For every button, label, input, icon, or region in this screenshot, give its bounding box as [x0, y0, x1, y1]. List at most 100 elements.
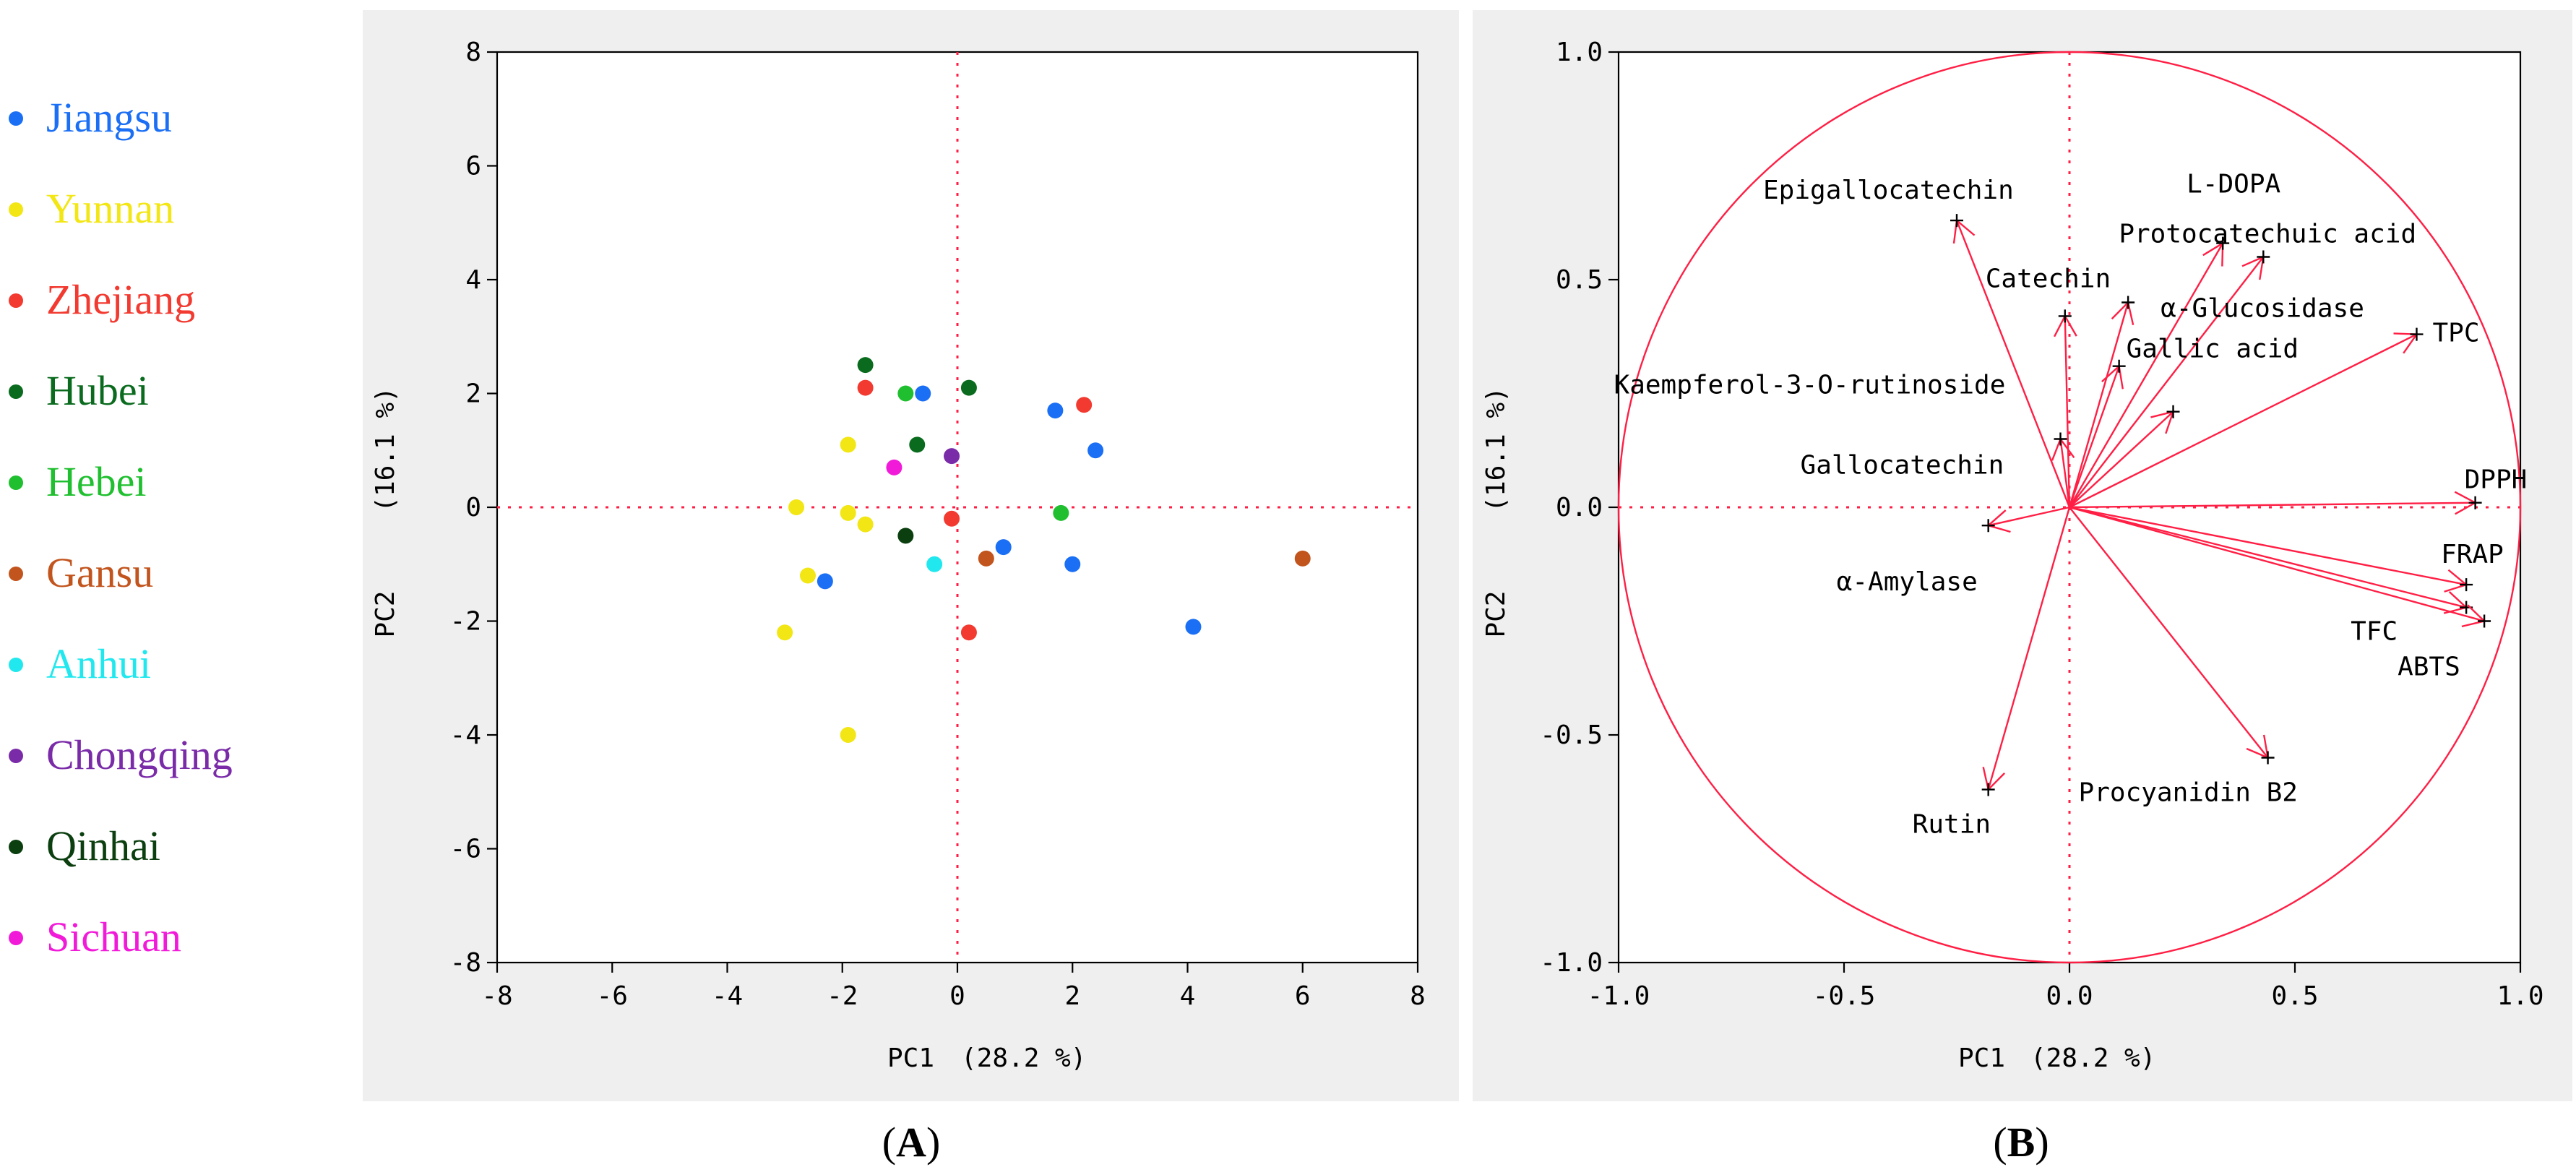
vector-marker-procyanidin-b2 [2261, 751, 2275, 765]
panel-a-x-tick-label: 8 [1410, 981, 1426, 1011]
vector-line-kaempferol-3-o-rutinoside [2069, 410, 2174, 508]
legend-marker-jiangsu [9, 111, 23, 126]
vector-marker-gallic-acid [2112, 359, 2126, 373]
legend-label-hubei: Hubei [46, 367, 149, 414]
panel-a-x-tick-label: -4 [712, 981, 743, 1011]
legend-item-hebei: Hebei [9, 458, 147, 505]
series-jiangsu [817, 385, 1202, 635]
panel-b-x-axis-label: PC1 [1958, 1043, 2005, 1073]
point-hubei [857, 357, 874, 374]
series-hubei [857, 357, 977, 453]
vector-epigallocatechin: Epigallocatechin [1763, 176, 2071, 508]
legend-label-chongqing: Chongqing [46, 731, 233, 778]
panel-b-letter: B [2007, 1119, 2036, 1166]
panel-a-points [777, 357, 1311, 743]
panel-a-letter: A [896, 1119, 926, 1166]
panel-a-y-tick-label: 8 [465, 38, 481, 67]
point-anhui [926, 556, 943, 572]
point-gansu [1294, 550, 1311, 567]
vector-label-protocatechuic-acid: Protocatechuic acid [2119, 220, 2416, 249]
panel-a-y-tick-label: 0 [465, 493, 481, 522]
panel-a-y-axis-ticks: 8 6 4 2 0 -2 -4 -6 -8 [450, 38, 497, 978]
panel-a-caption: (A) [882, 1119, 941, 1166]
legend-item-anhui: Anhui [9, 640, 151, 687]
legend-marker-yunnan [9, 202, 23, 217]
vector-line-catechin [2064, 316, 2071, 508]
panel-b-x-axis-ticks: -1.0 -0.5 0.0 0.5 1.0 [1588, 963, 2544, 1011]
panel-a-zero-lines [497, 52, 1418, 963]
point-zhejiang [857, 379, 874, 396]
panel-b-x-tick-label: -0.5 [1813, 981, 1876, 1011]
vector-line-abts [2069, 506, 2485, 622]
vector-line-frap [2069, 506, 2467, 586]
legend-label-sichuan: Sichuan [46, 913, 181, 960]
legend-label-zhejiang: Zhejiang [46, 276, 195, 323]
vector-marker-rutin [1981, 783, 1995, 796]
vector-line-l-dopa [2068, 242, 2224, 508]
point-jiangsu [1047, 403, 1064, 419]
vector-label-tfc: TFC [2351, 617, 2398, 647]
panel-a-y-tick-label: -8 [450, 948, 481, 978]
vector-marker-gallocatechin [2054, 432, 2067, 446]
point-jiangsu [915, 385, 931, 402]
point-hubei [960, 379, 977, 396]
point-hebei [1053, 504, 1069, 521]
point-jiangsu [1087, 442, 1104, 459]
series-anhui [926, 556, 943, 572]
series-zhejiang [857, 379, 1093, 641]
legend-marker-hubei [9, 384, 23, 399]
panel-a-x-tick-label: -2 [827, 981, 858, 1011]
legend: Jiangsu Yunnan Zhejiang Hubei Hebei Gansu Anhu… [9, 94, 233, 960]
panel-b-loading-plot: -1.0 -0.5 0.0 0.5 1.0 1.0 0.5 0.0 -0.5 -1.0 Epig… [1473, 10, 2572, 1101]
vector-label-amylase: α-Amylase [1837, 567, 1978, 597]
legend-item-jiangsu: Jiangsu [9, 94, 172, 141]
panel-a-x-tick-label: -6 [597, 981, 628, 1011]
vector-l-dopa: L-DOPA [2068, 170, 2281, 508]
point-gansu [978, 550, 994, 567]
legend-label-yunnan: Yunnan [46, 185, 174, 232]
legend-marker-anhui [9, 658, 23, 672]
vector-marker-protocatechuic-acid [2257, 250, 2270, 264]
vector-marker-amylase [1981, 519, 1995, 533]
vector-tfc: TFC [2069, 506, 2473, 647]
series-qinhai [897, 528, 914, 544]
panel-b-x-tick-label: 0.0 [2046, 981, 2093, 1011]
point-jiangsu [817, 573, 833, 590]
vector-label-kaempferol-3-o-rutinoside: Kaempferol-3-O-rutinoside [1614, 371, 2006, 400]
panel-b-correlation-circle-group [1617, 51, 2522, 964]
panel-a-x-tick-label: 2 [1064, 981, 1080, 1011]
panel-a-y-tick-label: 4 [465, 265, 481, 295]
vector-label-epigallocatechin: Epigallocatechin [1763, 176, 2014, 205]
correlation-circle [1617, 51, 2522, 964]
vector-line-dpph [2069, 502, 2476, 509]
series-yunnan [777, 436, 874, 743]
vector-kaempferol-3-o-rutinoside: Kaempferol-3-O-rutinoside [1614, 371, 2180, 508]
vector-label-dpph: DPPH [2465, 465, 2528, 495]
legend-marker-sichuan [9, 931, 23, 945]
panel-b-y-tick-label: 1.0 [1556, 38, 1603, 67]
legend-marker-zhejiang [9, 293, 23, 308]
point-yunnan [799, 567, 816, 584]
point-yunnan [840, 436, 856, 453]
panel-a-y-tick-label: 2 [465, 379, 481, 409]
panel-b-x-tick-label: 0.5 [2271, 981, 2318, 1011]
vector-dpph: DPPH [2069, 465, 2527, 515]
vector-line-protocatechuic-acid [2069, 256, 2265, 508]
legend-item-chongqing: Chongqing [9, 731, 233, 778]
vector-line-amylase [1988, 506, 2070, 527]
vector-tpc: TPC [2069, 319, 2480, 509]
panel-b-x-axis-percent: (28.2 %) [2030, 1043, 2155, 1073]
panel-b-y-tick-label: -1.0 [1540, 948, 1603, 978]
panel-b-caption: (B) [1993, 1119, 2049, 1166]
vector-line-procyanidin-b2 [2069, 507, 2269, 759]
vector-marker-dpph [2468, 496, 2482, 509]
vector-marker-glucosidase [2121, 296, 2135, 309]
legend-item-sichuan: Sichuan [9, 913, 181, 960]
vector-label-glucosidase: α-Glucosidase [2161, 294, 2364, 324]
panel-a-y-tick-label: -6 [450, 835, 481, 864]
vector-rutin: Rutin [1913, 507, 2071, 840]
point-yunnan [857, 516, 874, 533]
vector-frap: FRAP [2069, 506, 2504, 593]
vector-procyanidin-b2: Procyanidin B2 [2069, 507, 2298, 808]
